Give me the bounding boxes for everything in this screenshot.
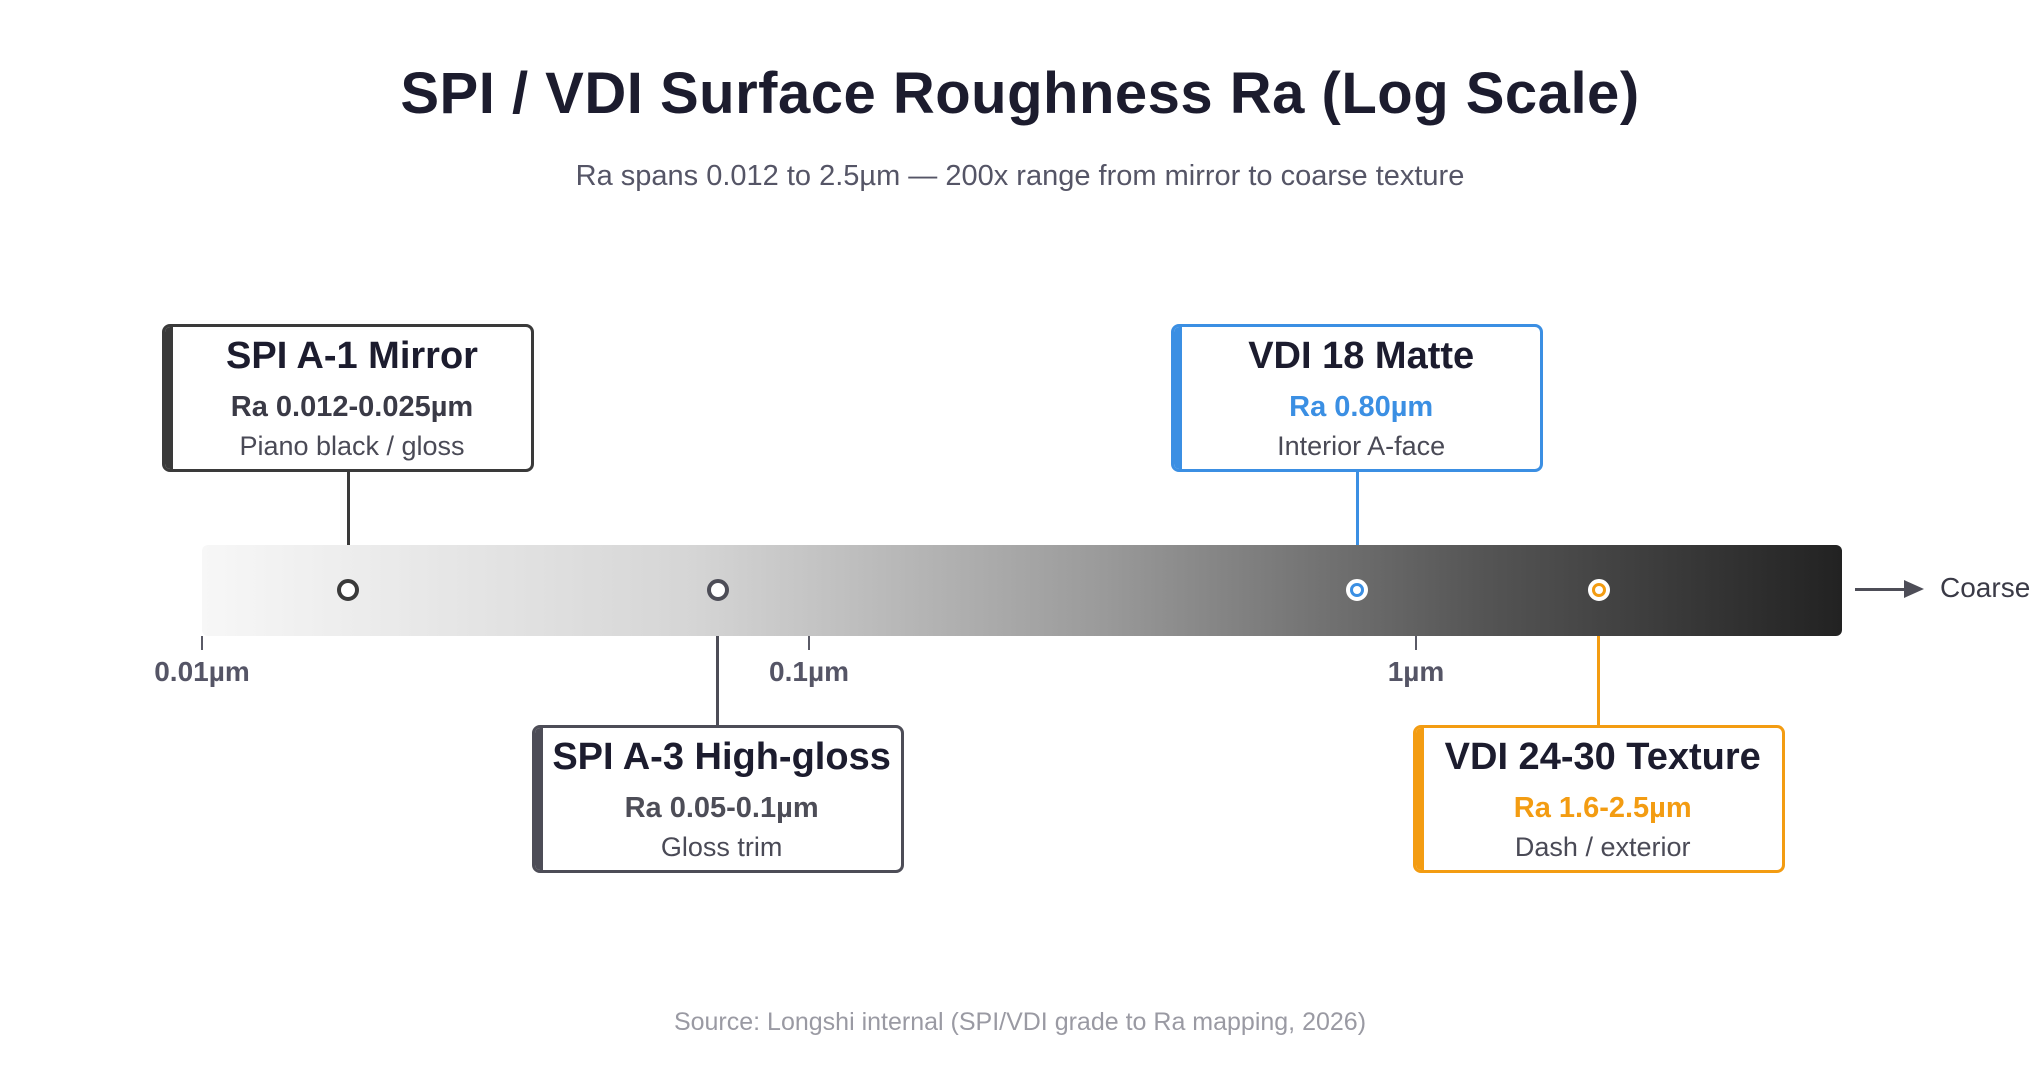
connector-spi-a3 — [716, 636, 720, 725]
callout-vdi-18-matte: VDI 18 Matte Ra 0.80µm Interior A-face — [1171, 324, 1544, 472]
axis-tick-0.1 — [808, 636, 810, 650]
callout-spi-a1-mirror: SPI A-1 Mirror Ra 0.012-0.025µm Piano bl… — [162, 324, 534, 472]
axis-tick-label: 1µm — [1387, 656, 1445, 687]
callout-desc: Dash / exterior — [1514, 832, 1691, 862]
roughness-gradient-bar — [202, 545, 1842, 636]
connector-vdi-18 — [1355, 472, 1359, 545]
connector-vdi-24-30 — [1597, 636, 1601, 725]
callout-accent — [1415, 728, 1424, 870]
callout-spi-a3-high-gloss: SPI A-3 High-gloss Ra 0.05-0.1µm Gloss t… — [531, 725, 904, 873]
marker-spi-a3 — [706, 579, 729, 601]
callout-ra: Ra 0.05-0.1µm — [624, 792, 819, 824]
page-subtitle: Ra spans 0.012 to 2.5µm — 200x range fro… — [575, 160, 1465, 192]
connector-spi-a1 — [346, 472, 350, 545]
marker-spi-a1 — [337, 579, 359, 601]
coarse-arrow-line — [1855, 588, 1911, 591]
callout-ra: Ra 1.6-2.5µm — [1513, 792, 1692, 824]
marker-vdi-24-30 — [1587, 579, 1610, 601]
callout-accent — [1174, 327, 1183, 469]
callout-desc: Gloss trim — [660, 832, 783, 862]
callout-accent — [534, 728, 543, 870]
axis-tick-0.01 — [201, 636, 203, 650]
arrow-right-icon — [1904, 580, 1924, 598]
marker-vdi-18 — [1346, 579, 1369, 601]
callout-ra: Ra 0.012-0.025µm — [230, 391, 474, 423]
callout-title: SPI A-3 High-gloss — [552, 736, 891, 778]
coarse-label: Coarse — [1940, 572, 2031, 603]
page-title: SPI / VDI Surface Roughness Ra (Log Scal… — [400, 61, 1640, 126]
callout-accent — [165, 327, 173, 469]
axis-tick-label: 0.1µm — [769, 656, 849, 687]
axis-tick-1 — [1415, 636, 1417, 650]
callout-title: VDI 18 Matte — [1248, 335, 1475, 377]
callout-vdi-24-30-texture: VDI 24-30 Texture Ra 1.6-2.5µm Dash / ex… — [1412, 725, 1785, 873]
callout-title: VDI 24-30 Texture — [1444, 736, 1761, 778]
callout-desc: Piano black / gloss — [239, 431, 465, 461]
source-note: Source: Longshi internal (SPI/VDI grade … — [673, 1008, 1367, 1036]
callout-ra: Ra 0.80µm — [1289, 391, 1434, 423]
axis-tick-label: 0.01µm — [154, 656, 250, 687]
callout-desc: Interior A-face — [1277, 431, 1446, 461]
callout-title: SPI A-1 Mirror — [226, 335, 478, 377]
